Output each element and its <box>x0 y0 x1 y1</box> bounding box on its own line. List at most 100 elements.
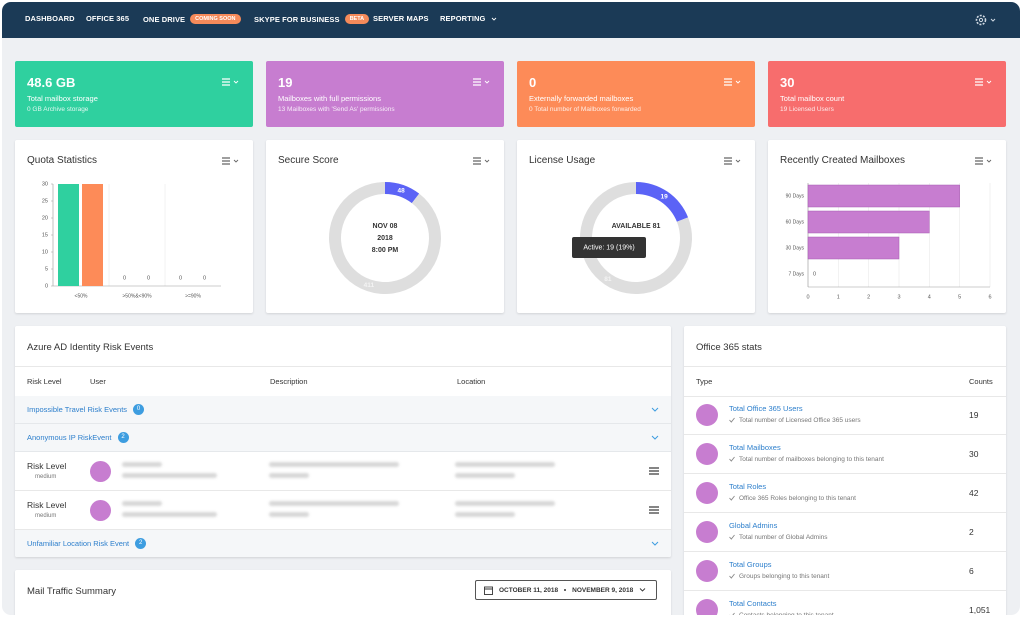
stat-count: 6 <box>969 566 974 576</box>
check-icon <box>729 495 735 501</box>
chart: 0 1 2 3 4 5 6 90 Days 60 Days 30 Days 7 Days 0 <box>786 183 992 300</box>
column-header: Risk Level <box>27 377 62 386</box>
nav-item[interactable]: SKYPE FOR BUSINESS BETA <box>254 14 370 24</box>
tooltip-box <box>572 237 646 258</box>
bar-value-label: 0 <box>203 275 206 281</box>
chart: 48 411 NOV 08 2018 8:00 PM <box>329 182 441 294</box>
nav-item[interactable]: SERVER MAPS <box>373 14 429 23</box>
group-count-badge: 0 <box>133 404 145 415</box>
segment-label: 81 <box>604 276 612 283</box>
check <box>729 573 735 579</box>
expand-chevron <box>651 541 659 546</box>
group-label: Unfamiliar Location Risk Event <box>27 539 130 548</box>
column-header: Type <box>696 377 713 386</box>
bar <box>807 236 900 260</box>
stat-name[interactable]: Total Office 365 Users <box>729 404 803 413</box>
menu-chevron <box>233 80 239 84</box>
stat-label: Mailboxes with full permissions <box>278 94 381 103</box>
stat-name[interactable]: Total Roles <box>729 482 767 491</box>
column-header: Description <box>270 377 308 386</box>
card-menu[interactable] <box>221 77 241 87</box>
blurred-text <box>122 473 217 478</box>
y-tick-label: 30 <box>42 181 48 187</box>
row-menu <box>649 506 659 514</box>
chevron <box>651 541 659 546</box>
check-icon <box>729 612 735 615</box>
risk-group-row[interactable]: Unfamiliar Location Risk Event 2 <box>15 530 671 557</box>
y-tick-label: 60 Days <box>786 219 805 225</box>
risk-group-row[interactable]: Anonymous IP RiskEvent 2 <box>15 424 671 452</box>
chevron <box>651 407 659 412</box>
check-icon <box>729 456 735 462</box>
bar <box>807 184 960 208</box>
check-icon <box>729 534 735 540</box>
card-menu[interactable] <box>723 156 743 166</box>
blurred-text <box>455 462 555 467</box>
calendar <box>484 586 493 595</box>
card-menu[interactable] <box>472 156 492 166</box>
y-tick-label: 25 <box>42 198 48 204</box>
donut-segment <box>385 182 420 204</box>
bar <box>807 210 930 234</box>
blurred-text <box>455 501 555 506</box>
card-menu[interactable] <box>221 156 241 166</box>
date-from: OCTOBER 11, 2018 <box>499 586 559 594</box>
stat-name[interactable]: Total Contacts <box>729 599 777 608</box>
group-label: Anonymous IP RiskEvent <box>27 433 112 442</box>
stat-desc: Contacts belonging to this tenant <box>739 612 834 615</box>
settings-icon[interactable] <box>974 13 1000 27</box>
chart-card: Secure Score 48 411 NOV 08 2018 8:00 PM <box>266 140 504 313</box>
risk-level-label: Risk Level <box>27 461 67 471</box>
nav-badge: COMING SOON <box>190 14 241 24</box>
stat-desc: Groups belonging to this tenant <box>739 573 830 580</box>
panel-title: Office 365 stats <box>696 342 762 353</box>
bar-value-label: 0 <box>813 271 816 277</box>
y-tick-label: 30 Days <box>786 245 805 251</box>
stat-desc: Total number of Licensed Office 365 user… <box>739 417 861 424</box>
nav-label: OFFICE 365 <box>86 14 130 23</box>
chevron <box>651 435 659 440</box>
y-tick-label: 90 Days <box>786 193 805 199</box>
stat-avatar <box>696 482 718 504</box>
nav-item[interactable]: DASHBOARD <box>25 14 75 23</box>
date-range-picker[interactable]: OCTOBER 11, 2018 NOVEMBER 9, 2018 <box>475 580 657 600</box>
column-header: Counts <box>969 377 993 386</box>
center-text: 8:00 PM <box>372 247 399 254</box>
risk-group-row[interactable]: Impossible Travel Risk Events 0 <box>15 396 671 424</box>
bar-value-label: 0 <box>147 275 150 281</box>
stat-avatar <box>696 521 718 543</box>
y-tick-label: 10 <box>42 249 48 255</box>
user-avatar <box>90 461 111 482</box>
chart-title: Secure Score <box>278 155 339 166</box>
stat-count: 30 <box>969 449 979 459</box>
column-header: User <box>90 377 106 386</box>
nav-item[interactable]: OFFICE 365 <box>86 14 129 23</box>
stats-row: Total Groups Groups belonging to this ten… <box>684 552 1006 591</box>
top-nav: DASHBOARD OFFICE 365 ONE DRIVE COMING SOON S… <box>2 2 1020 38</box>
check <box>729 417 735 423</box>
mail-traffic-panel: Mail Traffic Summary OCTOBER 11, 2018 NOVE… <box>15 570 671 615</box>
center-text: 2018 <box>377 235 393 242</box>
bar <box>82 184 103 286</box>
stat-count: 42 <box>969 488 979 498</box>
nav-item[interactable]: ONE DRIVE COMING SOON <box>143 14 241 24</box>
row-menu <box>649 467 659 475</box>
nav-item[interactable]: REPORTING <box>440 14 497 23</box>
card-menu[interactable] <box>472 77 492 87</box>
stat-count: 1,051 <box>969 605 991 615</box>
check-icon <box>729 417 735 423</box>
x-tick-label: 2 <box>867 294 870 300</box>
check <box>729 495 735 501</box>
chart-card: License Usage 19 81 AVAILABLE 81 Active: 19 … <box>517 140 755 313</box>
donut-segment <box>636 182 689 222</box>
stat-name[interactable]: Global Admins <box>729 521 778 530</box>
stat-name[interactable]: Total Groups <box>729 560 772 569</box>
stat-name[interactable]: Total Mailboxes <box>729 443 781 452</box>
blurred-text <box>269 473 309 478</box>
card-menu[interactable] <box>974 156 994 166</box>
expand-chevron <box>651 407 659 412</box>
card-menu[interactable] <box>723 77 743 87</box>
stat-card: 19 Mailboxes with full permissions 13 Mail… <box>266 61 504 127</box>
x-tick-label: 3 <box>897 294 900 300</box>
card-menu[interactable] <box>974 77 994 87</box>
